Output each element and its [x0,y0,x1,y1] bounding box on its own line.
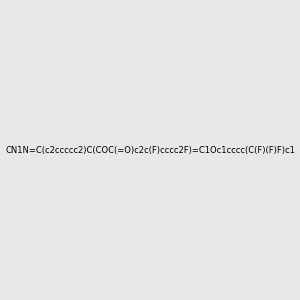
Text: CN1N=C(c2ccccc2)C(COC(=O)c2c(F)cccc2F)=C1Oc1cccc(C(F)(F)F)c1: CN1N=C(c2ccccc2)C(COC(=O)c2c(F)cccc2F)=C… [5,146,295,154]
